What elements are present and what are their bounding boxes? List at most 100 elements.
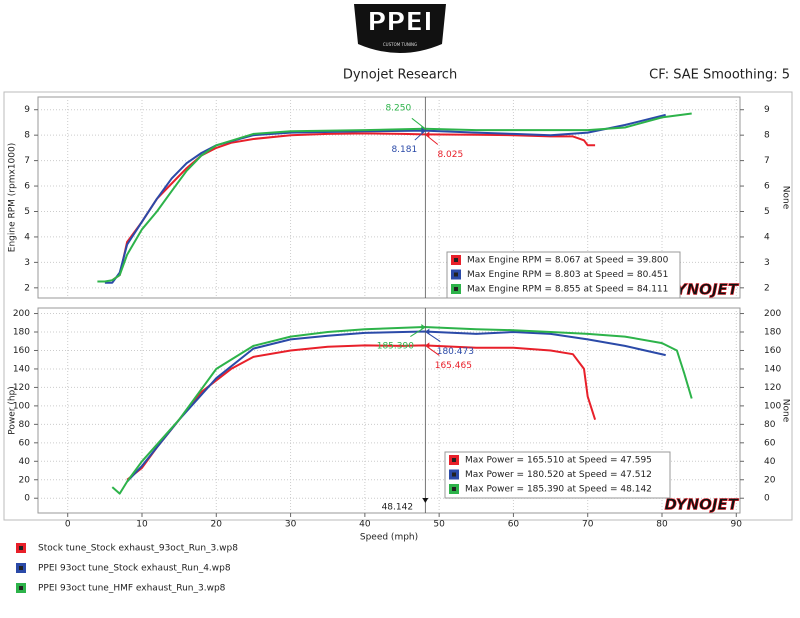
y2-tick-label: 80	[764, 420, 776, 430]
x-tick-label: 80	[656, 520, 668, 530]
series-line	[111, 326, 693, 495]
legend-entry: Max Engine RPM = 8.855 at Speed = 84.111	[467, 285, 668, 295]
legend-box	[446, 251, 681, 299]
annotation-pointer	[425, 134, 439, 145]
legend-entry: Max Power = 165.510 at Speed = 47.595	[465, 456, 652, 466]
annotation-arrow	[421, 127, 426, 134]
y-tick-label: 100	[13, 401, 30, 411]
y2-tick-label: 160	[764, 346, 781, 356]
y-tick-label: 180	[13, 328, 30, 338]
annotation: 165.465	[435, 361, 472, 371]
annotation-arrow	[421, 324, 426, 331]
y2-tick-label: 140	[764, 364, 781, 374]
y-tick-label: 2	[24, 283, 30, 293]
x-tick-label: 30	[285, 520, 297, 530]
y2-axis-label: None	[781, 186, 791, 210]
x-tick-label: 90	[731, 520, 743, 530]
y-tick-label: 7	[24, 156, 30, 166]
legend-swatch-inner	[454, 287, 458, 291]
annotation: 8.181	[391, 145, 417, 155]
y2-axis-label: None	[781, 399, 791, 423]
annotation-pointer	[414, 130, 426, 141]
legend-swatch-inner	[452, 458, 456, 462]
y2-tick-label: 100	[764, 401, 781, 411]
y-tick-label: 4	[24, 232, 30, 242]
y-tick-label: 0	[24, 494, 30, 504]
legend-box	[444, 451, 671, 499]
legend-entry: Max Power = 185.390 at Speed = 48.142	[465, 485, 652, 495]
annotation-arrow	[425, 342, 430, 349]
y-tick-label: 9	[24, 105, 30, 115]
x-tick-label: 70	[582, 520, 594, 530]
logo-sub: CUSTOM TUNING	[383, 42, 417, 47]
file-swatch-inner	[19, 566, 23, 570]
y2-tick-label: 20	[764, 475, 776, 485]
logo-shield	[354, 4, 446, 53]
annotation-arrow	[425, 328, 430, 335]
brand-logo: DYNOJET	[664, 496, 739, 514]
file-legend-entry: Stock tune_Stock exhaust_93oct_Run_3.wp8	[38, 544, 238, 554]
y2-tick-label: 0	[764, 494, 770, 504]
annotation-pointer	[411, 117, 426, 130]
annotation-arrow	[422, 498, 429, 503]
annotation: 180.473	[437, 347, 474, 357]
y2-tick-label: 2	[764, 283, 770, 293]
x-tick-label: 20	[211, 520, 223, 530]
annotation: 48.142	[382, 503, 414, 513]
x-tick-label: 40	[359, 520, 371, 530]
y-tick-label: 5	[24, 207, 30, 217]
y-axis-label: Power (hp)	[8, 386, 18, 435]
y2-tick-label: 200	[764, 309, 781, 319]
legend-swatch-inner	[452, 472, 456, 477]
report-title: Dynojet Research	[343, 68, 457, 83]
legend-swatch-inner	[452, 487, 456, 491]
series-line	[97, 112, 692, 283]
y2-tick-label: 8	[764, 131, 770, 141]
legend-entry: Max Engine RPM = 8.803 at Speed = 80.451	[467, 270, 668, 280]
annotation: 185.390	[377, 342, 414, 352]
file-swatch-inner	[19, 546, 23, 550]
y2-tick-label: 4	[764, 232, 770, 242]
legend-swatch-inner	[454, 272, 458, 277]
annotation-arrow	[425, 131, 430, 138]
legend-swatch-inner	[454, 258, 458, 262]
file-legend-entry: PPEI 93oct tune_HMF exhaust_Run_3.wp8	[38, 584, 226, 594]
x-axis-label: Speed (mph)	[360, 533, 418, 543]
y-tick-label: 6	[24, 182, 30, 192]
y-tick-label: 40	[19, 457, 31, 467]
y-tick-label: 200	[13, 309, 30, 319]
series-line	[126, 330, 666, 483]
y-tick-label: 3	[24, 258, 30, 268]
legend-entry: Max Power = 180.520 at Speed = 47.512	[465, 470, 652, 480]
x-tick-label: 10	[136, 520, 148, 530]
y-tick-label: 60	[19, 438, 31, 448]
legend-entry: Max Engine RPM = 8.067 at Speed = 39.800	[467, 256, 669, 266]
file-legend-entry: PPEI 93oct tune_Stock exhaust_Run_4.wp8	[38, 564, 231, 574]
y2-tick-label: 120	[764, 383, 781, 393]
y-tick-label: 8	[24, 131, 30, 141]
x-tick-label: 0	[65, 520, 71, 530]
settings: CF: SAE Smoothing: 5	[649, 68, 790, 83]
file-swatch-inner	[19, 586, 23, 590]
y-axis-label: Engine RPM (rpmx1000)	[8, 143, 18, 252]
y2-tick-label: 6	[764, 182, 770, 192]
y2-tick-label: 3	[764, 258, 770, 268]
x-tick-label: 60	[508, 520, 520, 530]
y2-tick-label: 5	[764, 207, 770, 217]
y-tick-label: 80	[19, 420, 31, 430]
y-tick-label: 140	[13, 364, 30, 374]
y2-tick-label: 60	[764, 438, 776, 448]
y2-tick-label: 7	[764, 156, 770, 166]
annotation: 8.250	[385, 103, 411, 113]
y2-tick-label: 180	[764, 328, 781, 338]
annotation: 8.025	[437, 150, 463, 160]
y-tick-label: 20	[19, 475, 31, 485]
x-tick-label: 50	[433, 520, 445, 530]
y2-tick-label: 9	[764, 105, 770, 115]
y2-tick-label: 40	[764, 457, 776, 467]
y-tick-label: 120	[13, 383, 30, 393]
brand-logo: DYNOJET	[664, 281, 739, 299]
logo: PPEI	[367, 8, 433, 38]
